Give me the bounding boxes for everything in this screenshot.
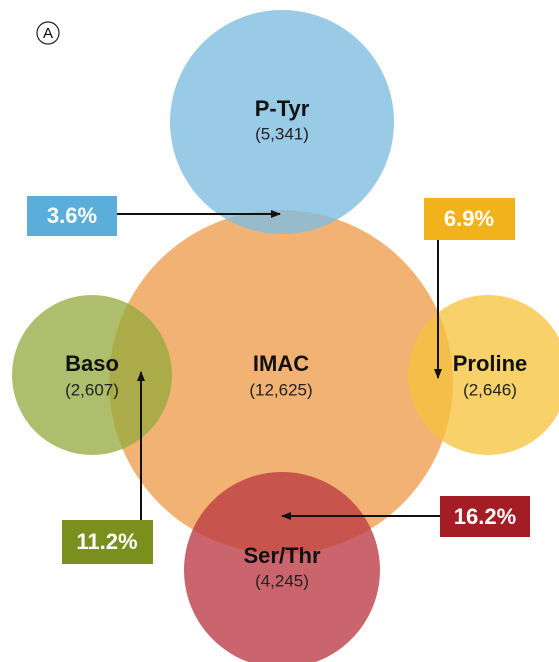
callout-label: 16.2% — [454, 504, 516, 529]
callout-label: 3.6% — [47, 203, 97, 228]
node-label: IMAC — [253, 351, 309, 376]
serthr-circle — [184, 472, 380, 662]
node-count: (5,341) — [255, 124, 309, 143]
node-count: (2,607) — [65, 380, 119, 399]
node-label: Baso — [65, 351, 119, 376]
ptyr-circle — [170, 10, 394, 234]
node-label: Ser/Thr — [243, 543, 320, 568]
callout-box — [62, 520, 153, 564]
node-count: (12,625) — [249, 380, 312, 399]
panel-label: A — [43, 25, 53, 42]
proline-circle — [408, 295, 559, 455]
imac-circle — [109, 210, 453, 554]
callout-box — [27, 196, 117, 236]
callout-label: 6.9% — [444, 206, 494, 231]
callout-box — [440, 496, 530, 537]
node-count: (2,646) — [463, 380, 517, 399]
baso-circle — [12, 295, 172, 455]
node-label: Proline — [453, 351, 528, 376]
node-label: P-Tyr — [255, 96, 310, 121]
callout-label: 11.2% — [76, 529, 137, 554]
node-count: (4,245) — [255, 571, 309, 590]
panel-ring — [36, 21, 60, 45]
callout-box — [424, 198, 515, 240]
